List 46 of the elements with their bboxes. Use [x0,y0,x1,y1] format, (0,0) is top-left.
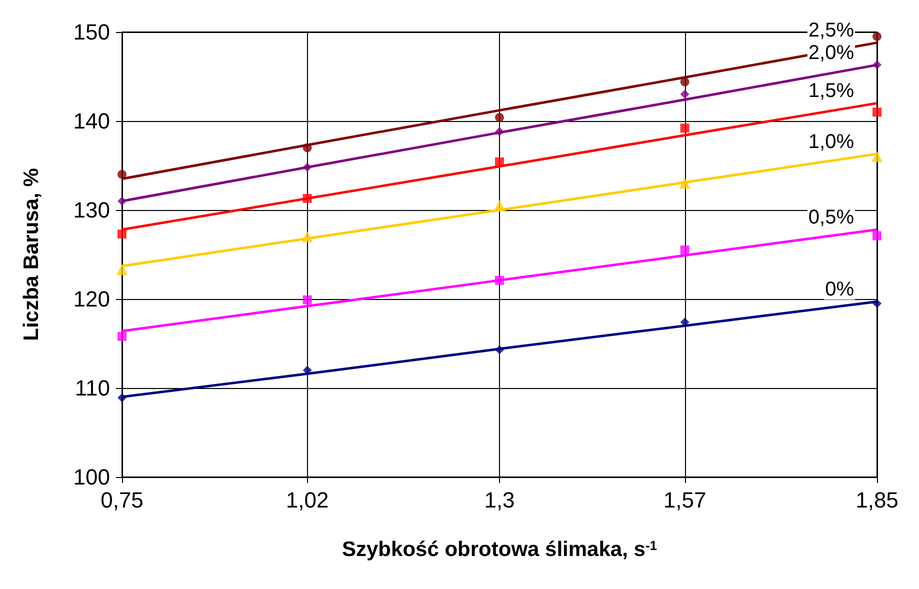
x-tick-label: 1,57 [663,488,706,512]
point [680,246,690,255]
series-label: 1,5% [808,80,854,102]
point [302,231,313,242]
x-tick-label: 1,3 [484,488,515,512]
point [118,196,126,206]
series-label: 2,0% [808,42,854,64]
point [495,112,504,122]
series-label: 0% [825,278,854,301]
point [872,60,882,70]
y-tick-label: 120 [73,286,110,312]
point [872,231,882,240]
point [495,127,504,136]
y-tick-label: 140 [73,108,110,134]
point [872,298,882,308]
point [118,230,126,239]
point [302,143,312,152]
y-tick-label: 100 [73,464,110,490]
series-label: 0,5% [808,206,854,229]
series-label: 2,5% [808,20,854,42]
point [118,170,126,179]
point [495,276,504,285]
point [680,124,690,133]
point [494,200,505,212]
x-tick-label: 1,85 [856,488,898,512]
point [118,332,126,341]
point [495,345,504,354]
y-tick-label: 130 [73,198,110,222]
point [872,108,882,117]
point [118,393,126,402]
x-tick-label: 0,75 [100,488,144,512]
y-tick-label: 110 [74,376,110,400]
point [679,178,690,189]
point [680,90,690,99]
point [116,264,128,276]
series-label: 1,0% [808,130,854,153]
point [872,151,882,162]
point [302,162,312,172]
point [302,295,312,304]
point [680,77,690,86]
point [872,32,882,41]
y-tick-label: 150 [73,20,110,44]
point [302,194,312,203]
x-tick-label: 1,02 [286,488,329,512]
y-axis-title: Liczba Barusa, % [20,168,43,341]
point [495,157,504,166]
